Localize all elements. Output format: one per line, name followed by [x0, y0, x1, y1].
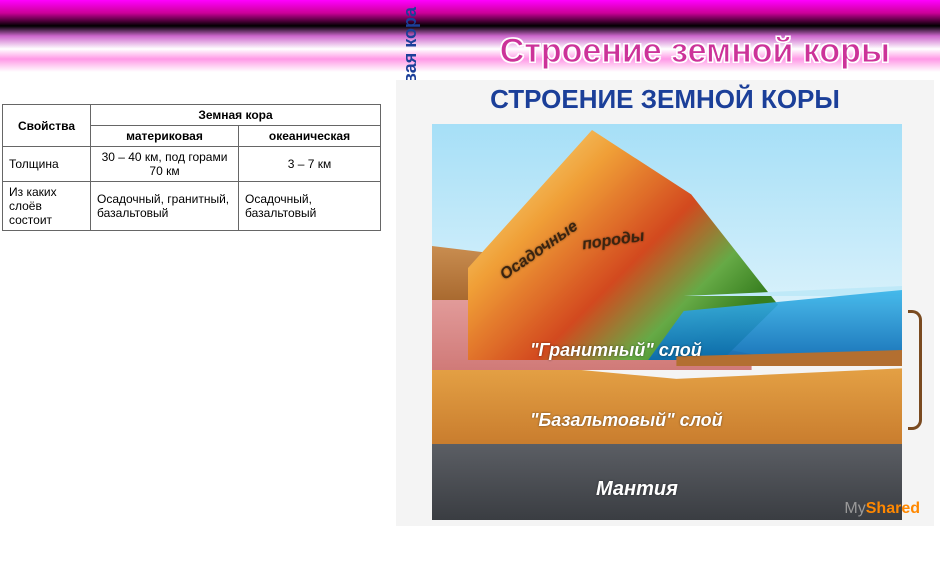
- table-header-group: Земная кора: [91, 105, 381, 126]
- watermark-text2: Shared: [866, 500, 920, 517]
- label-granite: "Гранитный" слой: [530, 340, 702, 361]
- bracket-right-icon: [908, 310, 922, 430]
- table-row: Толщина 30 – 40 км, под горами 70 км 3 –…: [3, 147, 381, 182]
- watermark-text1: My: [844, 500, 865, 517]
- table-col-oceanic: океаническая: [239, 126, 381, 147]
- diagram-scene: Осадочные породы "Гранитный" слой "Базал…: [432, 124, 902, 520]
- diagram-title: СТРОЕНИЕ ЗЕМНОЙ КОРЫ: [396, 84, 934, 115]
- table-row: Из каких слоёв состоит Осадочный, гранит…: [3, 182, 381, 231]
- watermark: MyShared: [844, 500, 920, 518]
- slide-title: Строение земной коры: [500, 32, 890, 71]
- label-mantle: Мантия: [596, 478, 678, 501]
- table-header-props: Свойства: [3, 105, 91, 147]
- table-cell: 3 – 7 км: [239, 147, 381, 182]
- table-cell: Осадочный, гранитный, базальтовый: [91, 182, 239, 231]
- table-cell: 30 – 40 км, под горами 70 км: [91, 147, 239, 182]
- table-cell: Из каких слоёв состоит: [3, 182, 91, 231]
- table-cell: Осадочный, базальтовый: [239, 182, 381, 231]
- table-col-continental: материковая: [91, 126, 239, 147]
- table-cell: Толщина: [3, 147, 91, 182]
- label-basalt: "Базальтовый" слой: [530, 410, 723, 431]
- crust-diagram: СТРОЕНИЕ ЗЕМНОЙ КОРЫ Осадочные породы "Г…: [396, 80, 934, 526]
- properties-table: Свойства Земная кора материковая океанич…: [2, 104, 381, 231]
